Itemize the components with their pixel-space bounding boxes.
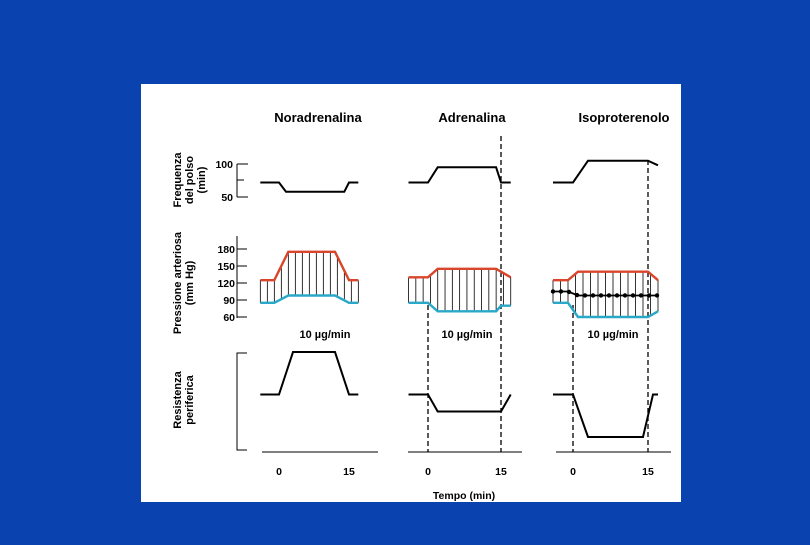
time-tick-15-isoproterenolo: 15 [642, 466, 654, 478]
pressure-tick-label-150: 150 [217, 261, 235, 273]
mean-pressure-point-isoproterenolo [550, 289, 556, 294]
mean-pressure-point-isoproterenolo [638, 293, 644, 298]
pressure-tick-label-120: 120 [217, 278, 235, 290]
chart-panel [141, 84, 681, 502]
systolic-line-noradrenalina [260, 250, 359, 282]
pressure-tick-label-60: 60 [223, 312, 235, 324]
label-heart-rate-2: del polso [184, 156, 196, 205]
systolic-line-isoproterenolo [553, 270, 659, 282]
systolic-line-adrenalina [408, 267, 512, 279]
dose-label-noradrenalina: 10 µg/min [300, 329, 351, 341]
mean-pressure-point-isoproterenolo [566, 289, 572, 295]
time-tick-15-noradrenalina: 15 [343, 466, 355, 478]
pressure-tick-label-90: 90 [223, 295, 235, 307]
label-heart-rate-3: (min) [196, 166, 208, 193]
label-pressure: Pressione arteriosa (mm Hg) [172, 231, 196, 334]
mean-pressure-point-isoproterenolo [654, 293, 660, 298]
heart-rate-line-adrenalina [408, 166, 511, 184]
time-tick-0-adrenalina: 0 [425, 466, 431, 478]
heart-rate-line-noradrenalina [260, 181, 359, 193]
heart-rate-line-isoproterenolo [553, 159, 659, 184]
dose-label-isoproterenolo: 10 µg/min [588, 329, 639, 341]
time-tick-0-isoproterenolo: 0 [570, 466, 576, 478]
label-resistance-1: Resistenza [172, 370, 184, 428]
resistance-line-adrenalina [408, 393, 512, 413]
mean-pressure-point-isoproterenolo [606, 293, 612, 298]
title-isoproterenolo: Isoproterenolo [578, 110, 669, 125]
x-axis-label: Tempo (min) [433, 490, 495, 502]
mean-pressure-point-isoproterenolo [598, 293, 604, 298]
diastolic-line-adrenalina [408, 301, 511, 313]
label-resistance: Resistenza periferica [172, 370, 196, 428]
label-pressure-1: Pressione arteriosa [172, 231, 184, 334]
mean-pressure-point-isoproterenolo [558, 289, 564, 294]
label-heart-rate-1: Frequenza [172, 152, 184, 208]
dose-label-adrenalina: 10 µg/min [442, 329, 493, 341]
resistance-axis [236, 352, 247, 451]
mean-pressure-point-isoproterenolo [614, 293, 620, 298]
label-pressure-2: (mm Hg) [184, 260, 196, 305]
title-noradrenalina: Noradrenalina [274, 110, 362, 125]
mean-pressure-point-isoproterenolo [582, 293, 588, 298]
title-adrenalina: Adrenalina [438, 110, 506, 125]
pressure-tick-label-180: 180 [217, 244, 235, 256]
diastolic-line-isoproterenolo [553, 301, 659, 319]
mean-pressure-point-isoproterenolo [574, 292, 580, 298]
label-resistance-2: periferica [184, 374, 196, 424]
mean-pressure-point-isoproterenolo [646, 293, 652, 298]
mean-pressure-point-isoproterenolo [590, 293, 596, 298]
mean-pressure-point-isoproterenolo [630, 293, 636, 298]
label-heart-rate: Frequenza del polso (min) [172, 152, 208, 208]
time-tick-15-adrenalina: 15 [495, 466, 507, 478]
time-tick-0-noradrenalina: 0 [276, 466, 282, 478]
diastolic-line-noradrenalina [260, 294, 359, 304]
heart-rate-tick-label-50: 50 [221, 192, 233, 204]
mean-pressure-point-isoproterenolo [622, 293, 628, 298]
resistance-line-isoproterenolo [553, 393, 658, 438]
chart-marks [259, 136, 660, 452]
heart-rate-tick-label-100: 100 [215, 159, 233, 171]
resistance-line-noradrenalina [260, 351, 359, 396]
